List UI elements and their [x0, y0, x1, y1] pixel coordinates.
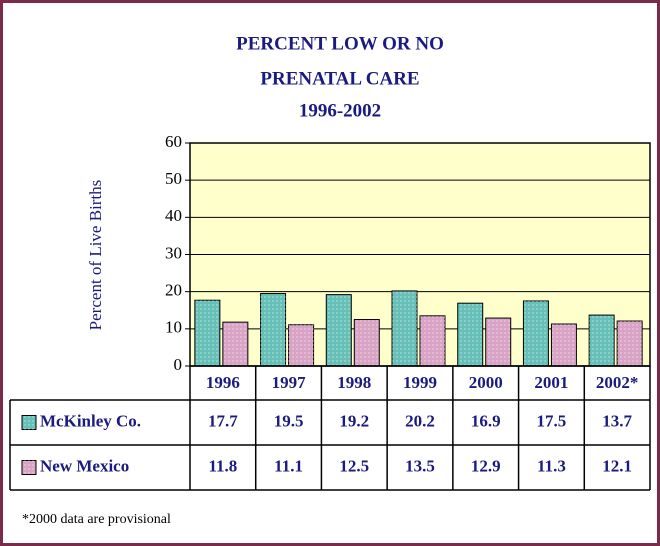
chart-title: PRENATAL CARE	[260, 68, 419, 89]
bar-texture	[589, 315, 615, 366]
bar-texture	[551, 324, 577, 366]
y-tick-label: 40	[165, 206, 182, 225]
table-value: 11.8	[208, 456, 237, 475]
chart-title: 1996-2002	[299, 100, 381, 121]
table-value: 16.9	[471, 411, 501, 430]
x-tick-label: 1998	[337, 373, 371, 392]
y-tick-label: 0	[174, 355, 183, 374]
table-value: 13.5	[405, 456, 435, 475]
table-value: 12.1	[602, 456, 632, 475]
bar-texture	[260, 293, 286, 366]
bar-texture	[222, 322, 248, 366]
table-value: 19.5	[274, 411, 304, 430]
bar-texture	[617, 321, 643, 366]
table-value: 13.7	[602, 411, 632, 430]
x-tick-label: 1997	[272, 373, 307, 392]
legend-swatch-texture	[22, 460, 36, 475]
bar-texture	[523, 300, 549, 366]
y-axis-label: Percent of Live Births	[86, 180, 105, 331]
x-tick-label: 1996	[206, 373, 240, 392]
bar-texture	[420, 315, 445, 366]
x-tick-label: 2000	[469, 373, 503, 392]
legend-label: New Mexico	[40, 456, 129, 475]
y-tick-label: 60	[165, 132, 182, 151]
chart-title: PERCENT LOW OR NO	[236, 33, 444, 54]
table-value: 12.9	[471, 456, 501, 475]
table-value: 20.2	[405, 411, 435, 430]
table-value: 17.7	[208, 411, 238, 430]
table-value: 11.3	[537, 456, 566, 475]
y-tick-label: 50	[165, 169, 182, 188]
legend-swatch-texture	[22, 415, 36, 430]
table-value: 17.5	[537, 411, 567, 430]
bar-texture	[326, 294, 352, 366]
y-tick-label: 20	[165, 281, 182, 300]
table-value: 19.2	[339, 411, 369, 430]
bar-texture	[288, 324, 314, 366]
legend-label: McKinley Co.	[40, 411, 141, 430]
footnote: *2000 data are provisional	[22, 512, 171, 527]
bar-texture	[485, 318, 511, 366]
y-tick-label: 30	[165, 243, 182, 262]
bar-texture	[354, 319, 380, 366]
y-tick-label: 10	[165, 318, 182, 337]
table-value: 12.5	[339, 456, 369, 475]
x-tick-label: 2002*	[596, 373, 639, 392]
x-tick-label: 1999	[403, 373, 437, 392]
x-tick-label: 2001	[534, 373, 568, 392]
bar-texture	[392, 290, 417, 366]
table-value: 11.1	[274, 456, 303, 475]
bar-texture	[457, 303, 483, 366]
bar-texture	[194, 300, 220, 366]
